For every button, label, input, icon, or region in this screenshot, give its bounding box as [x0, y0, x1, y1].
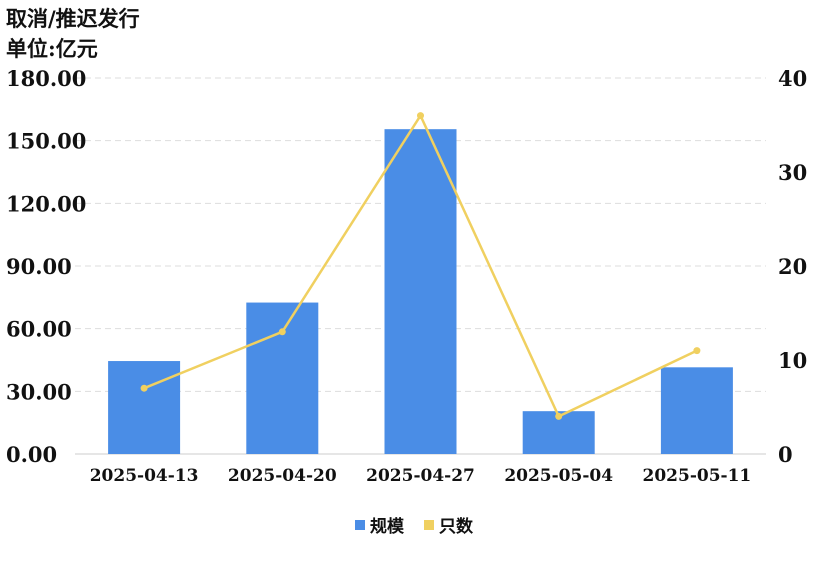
x-tick-label: 2025-05-04 [504, 466, 613, 486]
line-series [140, 112, 701, 420]
bar [660, 367, 733, 454]
left-axis: 0.00 30.00 60.00 90.00 120.00 150.00 180.00 [6, 66, 86, 467]
right-axis: 0 10 20 30 40 [778, 66, 807, 467]
right-tick-label: 0 [778, 442, 793, 467]
chart: 0.00 30.00 60.00 90.00 120.00 150.00 180.00 0 1… [6, 66, 807, 486]
bar [384, 129, 457, 454]
chart-title: 取消/推迟发行 [6, 6, 140, 31]
right-tick-label: 10 [778, 348, 807, 373]
legend-swatch-line [424, 519, 434, 530]
left-tick-label: 180.00 [6, 66, 86, 91]
left-tick-label: 120.00 [6, 191, 86, 216]
unit-label: 单位:亿元 [6, 36, 98, 61]
left-tick-label: 30.00 [6, 379, 72, 404]
right-tick-label: 40 [778, 66, 807, 91]
line-point [417, 112, 424, 120]
line-point [555, 412, 563, 420]
legend-item-bar[interactable]: 规模 [355, 512, 404, 537]
bar [108, 361, 181, 454]
left-tick-label: 0.00 [6, 442, 57, 467]
legend: 规模 只数 [0, 512, 828, 537]
right-tick-label: 20 [778, 254, 807, 279]
line-point [140, 384, 148, 392]
chart-title-block: 取消/推迟发行 单位:亿元 [6, 4, 140, 64]
legend-item-line[interactable]: 只数 [424, 512, 473, 537]
x-axis: 2025-04-13 2025-04-20 2025-04-27 2025-05-04… [90, 466, 752, 486]
line-point [278, 328, 286, 336]
bar [246, 302, 319, 454]
legend-swatch-bar [355, 519, 365, 530]
legend-label-line: 只数 [439, 517, 473, 537]
x-tick-label: 2025-04-20 [228, 466, 337, 486]
x-tick-label: 2025-04-13 [90, 466, 199, 486]
legend-label-bar: 规模 [370, 517, 404, 537]
line-point [693, 347, 701, 355]
x-tick-label: 2025-04-27 [366, 466, 475, 486]
right-tick-label: 30 [778, 160, 807, 185]
left-tick-label: 150.00 [6, 129, 86, 154]
left-tick-label: 90.00 [6, 254, 72, 279]
x-tick-label: 2025-05-11 [643, 466, 752, 486]
left-tick-label: 60.00 [6, 317, 72, 342]
bar-series [108, 129, 733, 454]
